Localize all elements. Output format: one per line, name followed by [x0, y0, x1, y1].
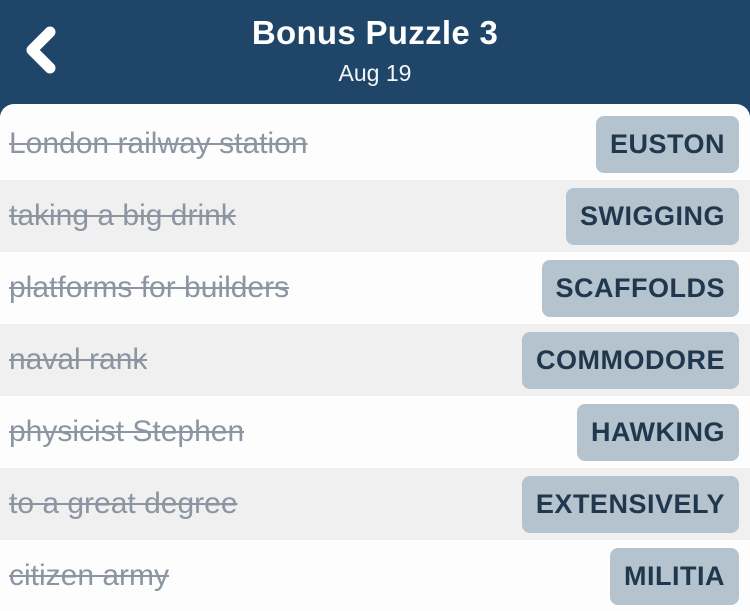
- clue-row[interactable]: London railway station EUSTON: [0, 108, 750, 180]
- puzzle-date: Aug 19: [338, 60, 412, 86]
- answer-badge: EXTENSIVELY: [521, 475, 739, 533]
- clue-text: taking a big drink: [9, 199, 236, 232]
- chevron-left-icon: [23, 26, 57, 74]
- clue-row[interactable]: naval rank COMMODORE: [0, 324, 750, 396]
- answer-badge: SCAFFOLDS: [541, 259, 739, 317]
- answer-badge: COMMODORE: [522, 331, 739, 389]
- clue-text: physicist Stephen: [9, 415, 245, 448]
- back-button[interactable]: [10, 18, 70, 82]
- clue-list: London railway station EUSTON taking a b…: [0, 104, 750, 611]
- clue-text: citizen army: [9, 559, 170, 592]
- clue-row[interactable]: taking a big drink SWIGGING: [0, 180, 750, 252]
- answer-badge: MILITIA: [610, 547, 739, 605]
- clue-text: to a great degree: [9, 487, 238, 520]
- answer-badge: SWIGGING: [566, 187, 739, 245]
- answer-badge: HAWKING: [577, 403, 739, 461]
- clue-text: naval rank: [9, 343, 148, 376]
- clue-row[interactable]: to a great degree EXTENSIVELY: [0, 468, 750, 540]
- clue-text: London railway station: [9, 127, 308, 160]
- clue-row[interactable]: physicist Stephen HAWKING: [0, 396, 750, 468]
- clue-row[interactable]: platforms for builders SCAFFOLDS: [0, 252, 750, 324]
- clue-row[interactable]: citizen army MILITIA: [0, 540, 750, 611]
- answer-badge: EUSTON: [595, 115, 739, 173]
- header: Bonus Puzzle 3 Aug 19: [0, 0, 750, 104]
- clue-text: platforms for builders: [9, 271, 290, 304]
- page-title: Bonus Puzzle 3: [251, 14, 499, 51]
